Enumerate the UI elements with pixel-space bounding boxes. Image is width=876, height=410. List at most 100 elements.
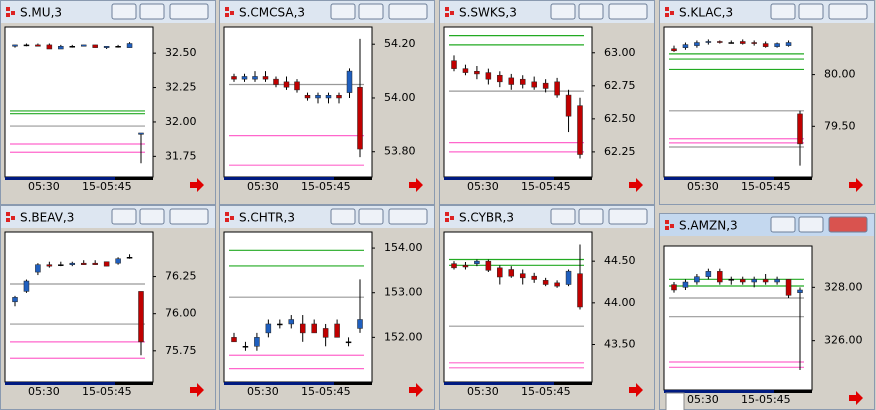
minimize-button[interactable]	[770, 216, 796, 233]
window-title: S.CHTR,3	[239, 211, 295, 225]
candle-body	[728, 42, 735, 44]
candle-body	[92, 262, 98, 265]
plot-area	[4, 231, 154, 383]
y-tick-label: 328.00	[824, 280, 863, 293]
restore-button[interactable]	[139, 3, 165, 20]
y-tick-label: 326.00	[824, 334, 863, 347]
candle-body	[542, 82, 549, 89]
candle-body	[35, 44, 41, 47]
candle-body	[80, 44, 87, 47]
window-title: S.AMZN,3	[679, 219, 738, 233]
candle-body	[231, 337, 237, 343]
time-bar-end	[774, 390, 812, 393]
minimize-button[interactable]	[111, 208, 137, 225]
close-button[interactable]	[828, 216, 868, 233]
candle-body	[774, 43, 780, 47]
icon	[225, 13, 229, 17]
y-tick-label: 154.00	[384, 241, 423, 254]
candle-body	[577, 105, 583, 155]
candle-body	[508, 269, 515, 277]
time-bar-end	[115, 177, 153, 180]
close-button[interactable]	[388, 3, 428, 20]
candle-body	[299, 323, 306, 334]
candle-body	[739, 41, 746, 44]
minimize-button[interactable]	[330, 208, 356, 225]
scroll-arrow[interactable]	[190, 383, 204, 397]
window-title: S.CMCSA,3	[239, 6, 305, 20]
chart-window: S.SWKS,3 63.00 62.75 62.50 62.25 05:30 15-05:4…	[439, 0, 655, 205]
x-tick-label: 15-05:45	[82, 180, 132, 193]
chart-window: S.MU,3 32.50 32.25 32.00 31.75 05:30 15-05:45	[0, 0, 216, 205]
candle-body	[241, 76, 248, 80]
icon	[225, 212, 229, 216]
chart-window: S.CYBR,3 44.50 44.00 43.50 05:30 15-05:45	[439, 205, 655, 410]
restore-button[interactable]	[358, 208, 384, 225]
candle-body	[705, 271, 712, 277]
scroll-arrow[interactable]	[849, 178, 863, 192]
icon	[670, 224, 674, 228]
candle-body	[283, 81, 290, 88]
candle-body	[46, 44, 53, 50]
x-tick-label: 15-05:45	[82, 385, 132, 398]
candle-body	[115, 258, 121, 264]
minimize-button[interactable]	[330, 3, 356, 20]
candle-body	[336, 95, 342, 99]
close-button[interactable]	[388, 208, 428, 225]
icon	[225, 7, 229, 11]
candle-body	[138, 132, 144, 135]
restore-button[interactable]	[798, 216, 824, 233]
time-bar	[5, 382, 115, 385]
candle-body	[46, 264, 53, 267]
scroll-arrow[interactable]	[190, 178, 204, 192]
candle-body	[311, 323, 317, 334]
close-button[interactable]	[828, 3, 868, 20]
minimize-button[interactable]	[770, 3, 796, 20]
restore-button[interactable]	[578, 3, 604, 20]
close-button[interactable]	[608, 3, 648, 20]
icon	[450, 11, 454, 15]
restore-button[interactable]	[578, 208, 604, 225]
candle-body	[126, 43, 133, 48]
minimize-button[interactable]	[111, 3, 137, 20]
window-title: S.KLAC,3	[679, 6, 733, 20]
candle-body	[717, 41, 723, 43]
close-button[interactable]	[608, 208, 648, 225]
time-bar-end	[554, 177, 592, 180]
icon	[6, 218, 10, 222]
candle-body	[35, 264, 41, 273]
plot-area	[663, 245, 813, 391]
close-button[interactable]	[169, 208, 209, 225]
candle-body	[92, 44, 98, 48]
candle-body	[115, 46, 121, 48]
candle-body	[451, 60, 457, 69]
restore-button[interactable]	[358, 3, 384, 20]
y-tick-label: 80.00	[824, 68, 856, 81]
scroll-arrow[interactable]	[629, 383, 643, 397]
candle-body	[12, 297, 18, 303]
candle-body	[785, 279, 792, 296]
candle-body	[797, 113, 803, 145]
restore-button[interactable]	[798, 3, 824, 20]
icon	[670, 11, 674, 15]
minimize-button[interactable]	[550, 208, 576, 225]
icon	[445, 13, 449, 17]
scroll-arrow[interactable]	[629, 178, 643, 192]
candle-body	[138, 291, 144, 343]
scroll-arrow[interactable]	[409, 178, 423, 192]
restore-button[interactable]	[139, 208, 165, 225]
scroll-arrow[interactable]	[849, 391, 863, 405]
candle-body	[262, 76, 269, 80]
scroll-arrow[interactable]	[409, 383, 423, 397]
candle-body	[508, 77, 515, 85]
candle-body	[485, 72, 492, 80]
x-tick-label: 15-05:45	[521, 385, 571, 398]
candle-body	[23, 280, 30, 292]
close-button[interactable]	[169, 3, 209, 20]
y-tick-label: 44.00	[604, 296, 636, 309]
candle-body	[12, 44, 18, 47]
icon	[11, 11, 15, 15]
minimize-button[interactable]	[550, 3, 576, 20]
y-tick-label: 32.50	[165, 46, 197, 59]
candle-body	[682, 281, 689, 288]
